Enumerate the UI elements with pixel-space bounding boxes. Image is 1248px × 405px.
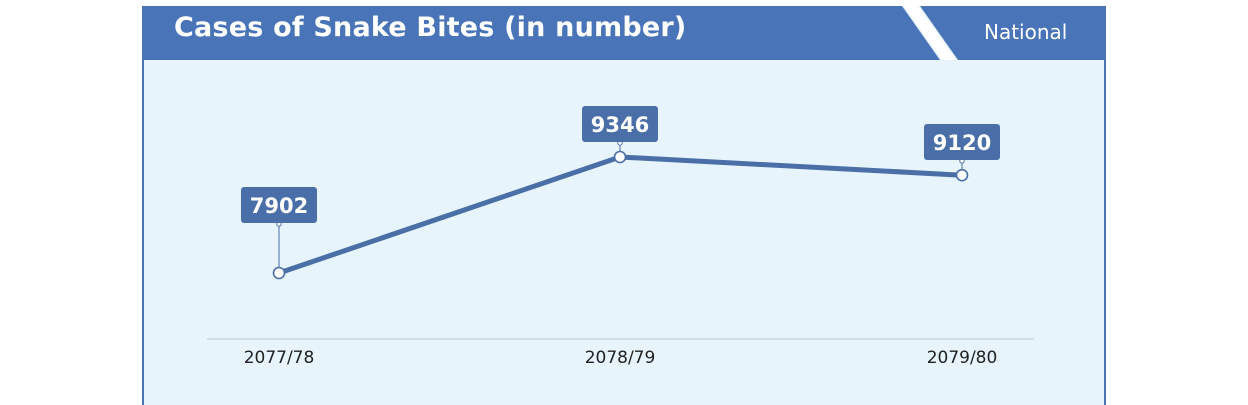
x-tick-label: 2077/78 [244,348,315,368]
series-line [276,154,965,276]
data-label-box [241,187,317,223]
data-point [955,168,969,182]
header-bar [142,6,1106,60]
data-label: 9120 [933,131,991,155]
data-label: 7902 [250,194,308,218]
x-tick-label: 2079/80 [927,348,998,368]
data-point [613,150,627,164]
chart-title: Cases of Snake Bites (in number) [174,12,687,43]
region-label: National [984,20,1068,44]
data-point [272,266,286,280]
data-label: 9346 [591,113,649,137]
x-tick-label: 2078/79 [585,348,656,368]
data-label-box [924,124,1000,160]
data-label-box [582,106,658,142]
